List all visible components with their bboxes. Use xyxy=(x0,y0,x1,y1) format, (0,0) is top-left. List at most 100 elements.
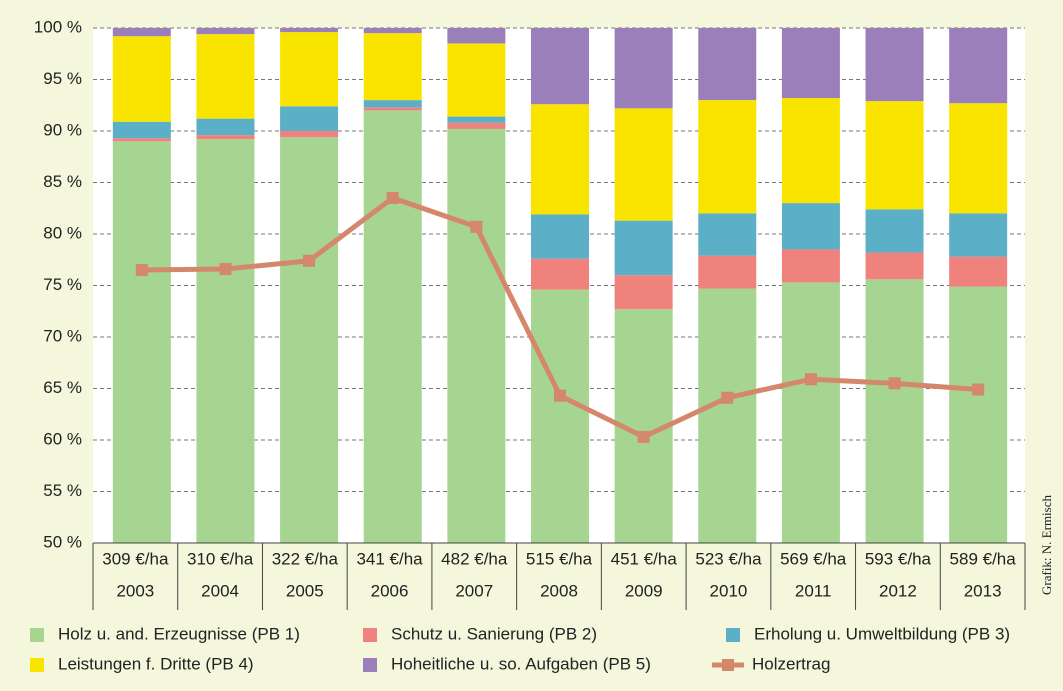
bar-segment xyxy=(196,135,255,140)
y-tick-label: 60 % xyxy=(43,429,82,448)
x-tick-label: 2009 xyxy=(625,581,663,600)
bar-segment xyxy=(949,256,1008,287)
bar-segment xyxy=(614,108,673,221)
x-tick-label: 2003 xyxy=(116,581,154,600)
legend-swatch xyxy=(30,628,44,642)
x-tick-label: 2013 xyxy=(964,581,1002,600)
legend-label: Leistungen f. Dritte (PB 4) xyxy=(58,654,254,673)
bar-segment xyxy=(781,282,840,543)
bar-segment xyxy=(614,275,673,310)
revenue-label: 589 €/ha xyxy=(950,549,1017,568)
revenue-label: 482 €/ha xyxy=(441,549,508,568)
legend-swatch xyxy=(363,628,377,642)
y-tick-label: 80 % xyxy=(43,223,82,242)
revenue-label: 309 €/ha xyxy=(102,549,169,568)
revenue-label: 310 €/ha xyxy=(187,549,254,568)
x-tick-label: 2011 xyxy=(795,581,832,600)
legend-label: Hoheitliche u. so. Aufgaben (PB 5) xyxy=(391,654,651,673)
line-marker xyxy=(554,389,566,402)
line-marker xyxy=(972,383,985,396)
y-tick-label: 90 % xyxy=(43,120,82,139)
legend-swatch xyxy=(363,658,377,672)
x-tick-label: 2006 xyxy=(371,581,409,600)
revenue-label: 569 €/ha xyxy=(780,549,847,568)
bar-segment xyxy=(112,138,171,142)
bar-segment xyxy=(363,107,422,111)
bar-segment xyxy=(531,28,589,105)
x-tick-label: 2008 xyxy=(540,581,578,600)
x-tick-label: 2004 xyxy=(201,581,239,600)
y-tick-label: 100 % xyxy=(34,17,82,36)
bar-segment xyxy=(865,252,924,280)
bar-segment xyxy=(363,33,422,101)
revenue-label: 451 €/ha xyxy=(611,549,678,568)
x-tick-label: 2010 xyxy=(710,581,748,600)
y-tick-label: 65 % xyxy=(43,378,82,397)
bar-segment xyxy=(112,141,171,544)
legend-label: Holz u. and. Erzeugnisse (PB 1) xyxy=(58,624,300,643)
bar-segment xyxy=(865,279,924,543)
bar-segment xyxy=(447,122,506,129)
x-tick-label: 2012 xyxy=(879,581,917,600)
bar-segment xyxy=(363,28,422,34)
legend-label: Schutz u. Sanierung (PB 2) xyxy=(391,624,597,643)
bar-segment xyxy=(781,98,840,204)
legend-label: Holzertrag xyxy=(752,654,830,673)
bar-segment xyxy=(280,32,339,107)
bar-segment xyxy=(363,110,422,544)
line-marker xyxy=(470,220,483,233)
y-tick-label: 95 % xyxy=(43,69,82,88)
bar-segment xyxy=(112,121,171,139)
bar-segment xyxy=(112,36,171,122)
bar-segment xyxy=(280,137,339,543)
bar-segment xyxy=(865,28,924,102)
bar-segment xyxy=(949,286,1008,543)
line-marker xyxy=(135,264,148,277)
line-marker xyxy=(804,373,817,386)
bar-segment xyxy=(447,28,506,44)
revenue-label: 523 €/ha xyxy=(695,549,762,568)
bar-segment xyxy=(531,258,589,290)
bar-segment xyxy=(280,106,339,131)
line-marker xyxy=(303,254,316,267)
legend-label: Erholung u. Umweltbildung (PB 3) xyxy=(754,624,1010,643)
bar-segment xyxy=(531,289,589,543)
bar-segment xyxy=(698,288,757,543)
bar-segment xyxy=(698,255,757,289)
revenue-label: 515 €/ha xyxy=(526,549,593,568)
y-tick-label: 70 % xyxy=(43,326,82,345)
line-marker xyxy=(721,391,734,404)
line-marker xyxy=(888,377,901,390)
x-tick-label: 2005 xyxy=(286,581,324,600)
bar-segment xyxy=(698,28,757,101)
bar-segment xyxy=(196,28,255,35)
bar-segment xyxy=(112,28,171,37)
credit: Grafik: N. Ermisch xyxy=(1039,495,1054,596)
bar-segment xyxy=(698,213,757,256)
bar-segment xyxy=(196,139,255,544)
bar-segment xyxy=(447,116,506,123)
legend-marker xyxy=(722,659,734,671)
bar-segment xyxy=(781,249,840,283)
legend-swatch xyxy=(30,658,44,672)
bar-segment xyxy=(531,104,589,215)
legend-swatch xyxy=(726,628,740,642)
bar-segment xyxy=(196,34,255,119)
bar-segment xyxy=(363,100,422,108)
bar-segment xyxy=(698,100,757,214)
y-tick-label: 85 % xyxy=(43,172,82,191)
bar-segment xyxy=(614,220,673,276)
bar-segment xyxy=(865,101,924,210)
y-tick-label: 55 % xyxy=(43,481,82,500)
y-tick-label: 75 % xyxy=(43,275,82,294)
bar-segment xyxy=(447,128,506,543)
line-marker xyxy=(637,430,650,443)
bar-segment xyxy=(614,28,673,109)
x-tick-label: 2007 xyxy=(455,581,493,600)
bar-segment xyxy=(280,28,339,33)
line-marker xyxy=(386,191,399,204)
bar-segment xyxy=(949,28,1008,104)
bar-segment xyxy=(865,209,924,253)
revenue-label: 322 €/ha xyxy=(272,549,339,568)
